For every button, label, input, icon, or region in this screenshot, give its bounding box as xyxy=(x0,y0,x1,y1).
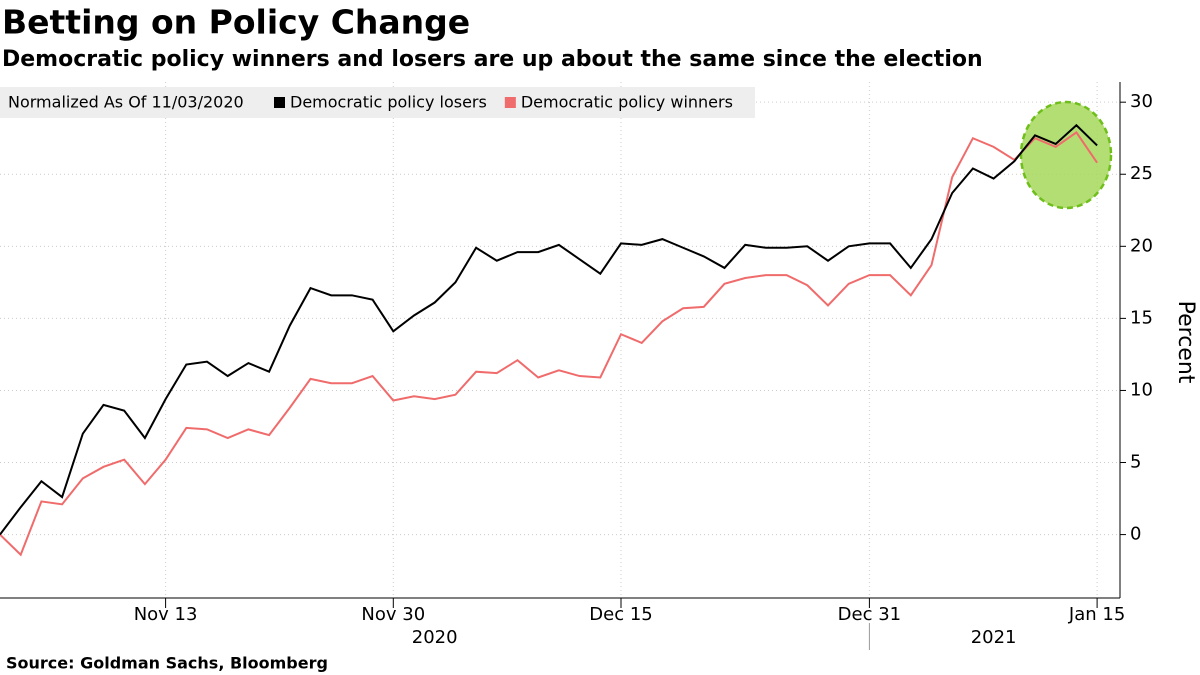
legend-swatch xyxy=(274,97,285,108)
chart-subtitle: Democratic policy winners and losers are… xyxy=(2,47,983,72)
y-tick-label: 10 xyxy=(1130,379,1153,400)
x-tick-label: Nov 30 xyxy=(361,604,425,625)
year-label: 2020 xyxy=(412,627,458,648)
y-tick-label: 0 xyxy=(1130,524,1141,545)
legend-box xyxy=(0,87,755,118)
x-tick-label: Jan 15 xyxy=(1068,604,1125,625)
year-label: 2021 xyxy=(971,627,1017,648)
series-line xyxy=(0,131,1098,557)
legend-swatch xyxy=(504,97,516,108)
legend-label: Democratic policy winners xyxy=(521,93,733,112)
y-tick-label: 20 xyxy=(1130,235,1153,256)
x-tick-label: Dec 31 xyxy=(838,604,901,625)
y-tick-label: 15 xyxy=(1130,307,1153,328)
chart-title: Betting on Policy Change xyxy=(2,3,470,42)
legend-label: Democratic policy losers xyxy=(290,93,487,112)
x-tick-label: Nov 13 xyxy=(134,604,198,625)
source: Source: Goldman Sachs, Bloomberg xyxy=(6,654,328,673)
series-line xyxy=(0,123,1098,536)
y-tick-label: 25 xyxy=(1130,163,1153,184)
y-axis-label: Percent xyxy=(1173,301,1198,384)
y-tick-label: 30 xyxy=(1130,91,1153,112)
x-tick-label: Dec 15 xyxy=(589,604,652,625)
legend-title: Normalized As Of 11/03/2020 xyxy=(8,93,244,112)
highlight xyxy=(1019,100,1113,210)
y-tick-label: 5 xyxy=(1130,452,1141,473)
